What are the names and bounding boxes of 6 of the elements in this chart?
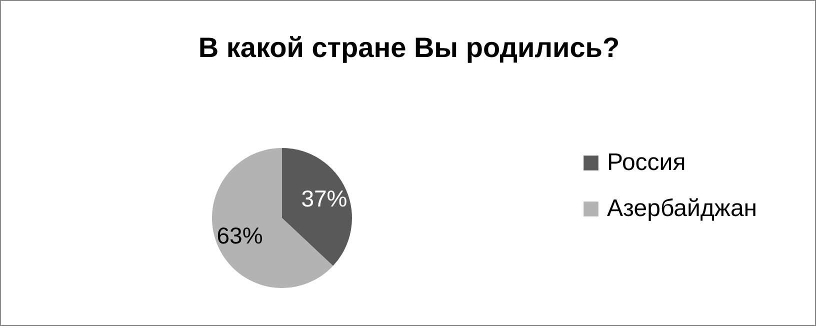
data-label: 37% [301, 186, 348, 212]
chart-title: В какой стране Вы родились? [198, 32, 620, 63]
pie-slice [282, 148, 352, 266]
data-label: 63% [216, 222, 263, 248]
legend-label: Россия [607, 149, 686, 176]
legend-label: Азербайджан [607, 195, 758, 222]
